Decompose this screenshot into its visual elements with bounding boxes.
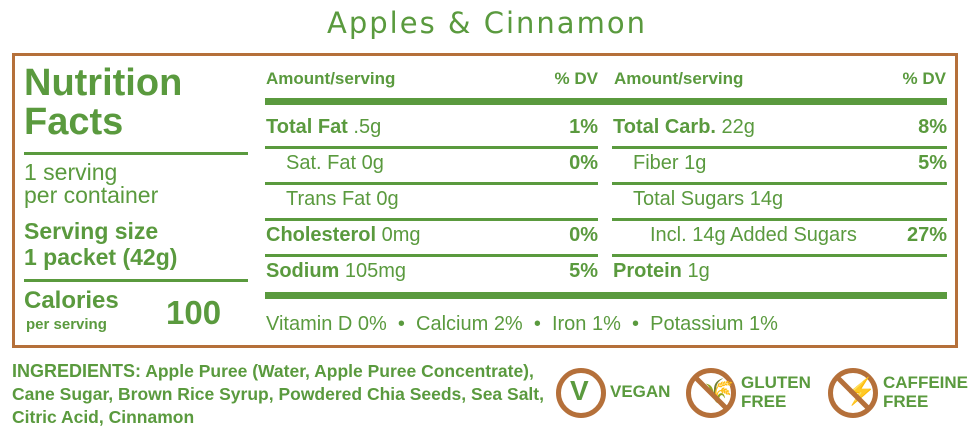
servings-line1: 1 serving [24, 159, 118, 185]
dv-header-left: % DV [554, 69, 598, 88]
row-divider [612, 254, 947, 257]
nutrient-name: Protein [613, 260, 682, 282]
dv-header-right: % DV [902, 69, 946, 88]
nutrient-row: Sodium 105mg [266, 260, 406, 283]
row-divider [612, 146, 947, 149]
row-divider [612, 218, 947, 221]
badge-caffeine-line2: FREE [883, 392, 929, 411]
nutrient-row: Fiber 1g [633, 152, 706, 175]
serving-size-value: 1 packet (42g) [24, 244, 178, 270]
nutrient-dv: 27% [906, 224, 947, 246]
nutrient-amount: 1g [684, 152, 707, 174]
nutrient-name: Sat. Fat [286, 152, 357, 174]
servings-line2: per container [24, 182, 159, 208]
nutrient-name: Cholesterol [266, 224, 377, 246]
nutrient-name: Total Sugars [633, 188, 745, 210]
badge-gluten-line1: GLUTEN [741, 373, 811, 392]
ingredients: INGREDIENTS: Apple Puree (Water, Apple P… [12, 360, 547, 429]
amount-header-left: Amount/serving [266, 69, 396, 88]
product-title: Apples & Cinnamon [327, 6, 647, 40]
badge-caffeine-line1: CAFFEINE [883, 373, 968, 392]
ingredients-text: Apple Puree (Water, Apple Puree Concentr… [12, 361, 544, 427]
vegan-icon: V [556, 368, 606, 418]
thick-divider [265, 292, 947, 299]
calories-value: 100 [166, 294, 222, 331]
gluten-free-icon: 🌾 [686, 368, 736, 418]
nutrient-row: Sat. Fat 0g [286, 152, 384, 175]
caffeine-free-icon: ⚡ [828, 368, 878, 418]
badge-gluten-line2: FREE [741, 392, 787, 411]
nutrient-row: Total Sugars 14g [633, 188, 783, 211]
nutrient-name: Total Fat [266, 116, 348, 138]
nutrient-amount: 22g [721, 116, 755, 138]
heading-facts: Facts [24, 101, 124, 143]
nutrient-name: Trans Fat [286, 188, 371, 210]
nutrient-amount: 105mg [344, 260, 407, 282]
nutrient-dv: 5% [569, 260, 598, 282]
row-divider [612, 182, 947, 185]
thick-divider [265, 98, 947, 105]
nutrient-name: Total Carb. [613, 116, 716, 138]
nutrient-amount: 0g [376, 188, 399, 210]
nutrient-row: Cholesterol 0mg [266, 224, 421, 247]
calories-sub: per serving [26, 316, 107, 333]
serving-size-label: Serving size [24, 218, 159, 244]
nutrient-row: Total Fat .5g [266, 116, 381, 139]
nutrient-dv: 5% [918, 152, 947, 174]
amount-header-right: Amount/serving [614, 69, 744, 88]
row-divider [265, 182, 598, 185]
vitamins-line: Vitamin D 0% • Calcium 2% • Iron 1% • Po… [266, 313, 778, 335]
nutrient-row: Total Carb. 22g [613, 116, 755, 139]
nutrient-amount: 1g [687, 260, 710, 282]
row-divider [265, 218, 598, 221]
nutrient-dv: 8% [918, 116, 947, 138]
nutrition-panel [12, 53, 958, 348]
calories-label: Calories [24, 287, 119, 314]
nutrient-name: Fiber [633, 152, 679, 174]
nutrient-amount: 14g [749, 188, 784, 210]
nutrient-dv: 0% [569, 152, 598, 174]
nutrient-amount: 0mg [381, 224, 421, 246]
heading-nutrition: Nutrition [24, 62, 183, 104]
nutrient-row: Trans Fat 0g [286, 188, 399, 211]
nutrient-dv: 0% [569, 224, 598, 246]
nutrient-amount: 0g [361, 152, 384, 174]
nutrient-name: Sodium [266, 260, 340, 282]
divider [24, 279, 248, 282]
divider [24, 152, 248, 155]
nutrient-name: Incl. 14g Added Sugars [650, 224, 857, 246]
nutrient-amount: .5g [353, 116, 382, 138]
nutrient-dv: 1% [569, 116, 598, 138]
badge-vegan-label: VEGAN [610, 382, 671, 401]
nutrient-row: Protein 1g [613, 260, 710, 283]
row-divider [265, 254, 598, 257]
ingredients-label: INGREDIENTS: [12, 361, 142, 381]
nutrient-row: Incl. 14g Added Sugars [650, 224, 857, 247]
row-divider [265, 146, 598, 149]
